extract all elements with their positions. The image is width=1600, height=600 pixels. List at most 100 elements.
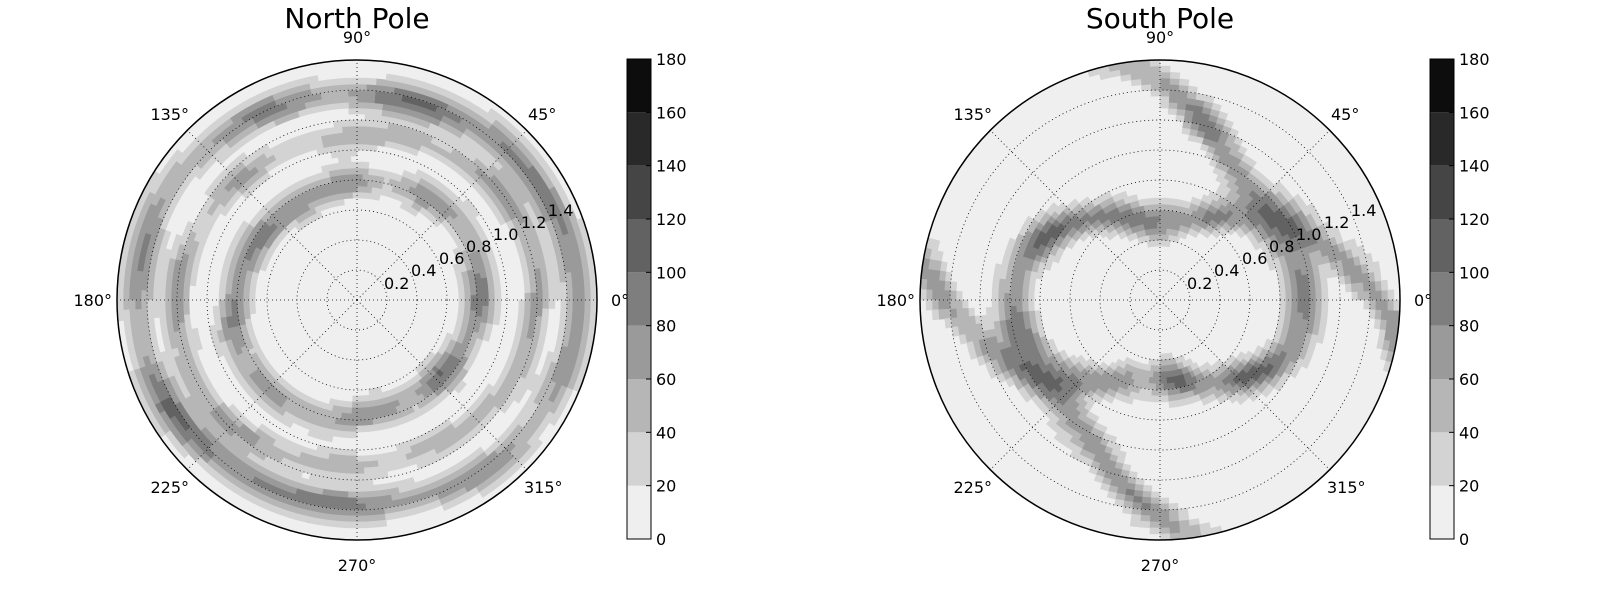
contour-cell — [517, 313, 525, 323]
contour-cell — [337, 77, 348, 86]
contour-cell — [140, 280, 149, 292]
colorbar-tick-label: 80 — [656, 317, 676, 336]
contour-cell — [365, 101, 375, 110]
contour-cell — [949, 299, 957, 310]
contour-cell — [128, 289, 136, 301]
contour-cell — [134, 309, 143, 320]
contour-cell — [1146, 394, 1152, 402]
contour-cell — [356, 491, 366, 499]
contour-cell — [1021, 299, 1029, 307]
contour-cell — [344, 155, 352, 163]
contour-cell — [1009, 293, 1017, 301]
contour-cell — [542, 291, 550, 301]
contour-cell — [1278, 310, 1286, 317]
radial-gridline — [266, 209, 448, 391]
contour-cell — [219, 281, 227, 289]
contour-cell — [341, 467, 351, 475]
contour-cell — [590, 289, 597, 301]
contour-cell — [980, 314, 988, 324]
contour-cell — [356, 521, 368, 529]
contour-cell — [494, 293, 502, 301]
colorbar-tick-label: 180 — [1459, 50, 1490, 69]
contour-cell — [363, 461, 372, 469]
contour-cell — [993, 270, 1001, 280]
contour-cell — [356, 473, 366, 481]
contour-cell — [1297, 305, 1305, 313]
contour-cell — [176, 299, 184, 309]
contour-cell — [530, 291, 538, 301]
contour-cell — [349, 131, 358, 139]
contour-cell — [134, 289, 142, 301]
contour-cell — [364, 113, 374, 122]
contour-cell — [347, 191, 353, 199]
contour-cell — [1315, 285, 1323, 294]
contour-cell — [464, 299, 472, 306]
contour-cell — [1315, 292, 1323, 301]
contour-cell — [572, 299, 580, 311]
contour-cell — [351, 179, 358, 187]
contour-cell — [1387, 299, 1395, 311]
contour-cell — [224, 299, 232, 307]
colorbar-tick-label: 40 — [1459, 423, 1479, 442]
contour-cell — [356, 395, 362, 403]
colorbar-segment — [1430, 485, 1454, 539]
contour-cell — [349, 143, 358, 151]
colorbar-segment — [627, 432, 651, 486]
contour-cell — [524, 299, 532, 308]
radial-tick-label: 1.4 — [1351, 201, 1376, 220]
colorbar-segment — [627, 112, 651, 166]
contour-cell — [571, 309, 580, 320]
contour-cell — [1291, 287, 1299, 295]
colorbar-segment — [1430, 165, 1454, 219]
contour-cell — [571, 280, 580, 291]
contour-cell — [371, 466, 381, 474]
colorbar-segment — [1430, 325, 1454, 379]
contour-cell — [469, 309, 477, 317]
contour-cell — [967, 307, 976, 318]
contour-cell — [384, 512, 396, 521]
contour-cell — [356, 95, 367, 103]
contour-cell — [943, 280, 952, 292]
contour-cell — [338, 162, 346, 170]
contour-cell — [1168, 95, 1179, 104]
colorbar-segment — [627, 165, 651, 219]
angle-ticks: 0° 45° 90° 135° 180° 225° 270° 315° — [73, 28, 629, 575]
angle-tick-label: 225° — [150, 478, 189, 497]
contour-cell — [1375, 299, 1383, 311]
contour-cell — [414, 169, 424, 178]
radial-gridline — [146, 89, 568, 511]
contour-cell — [146, 290, 154, 301]
radial-tick-label: 1.0 — [493, 225, 518, 244]
angle-gridline — [187, 130, 358, 301]
radial-tick-label: 0.8 — [1269, 237, 1294, 256]
contour-cell — [363, 125, 373, 133]
contour-cell — [362, 161, 370, 169]
contour-cell — [1356, 281, 1365, 292]
radial-tick-label: 0.4 — [1214, 261, 1239, 280]
contour-cell — [218, 287, 226, 295]
contour-cell — [219, 275, 228, 284]
contour-cell — [347, 401, 353, 409]
contour-cell — [1362, 281, 1371, 292]
contour-cell — [1159, 209, 1165, 217]
contour-cell — [487, 107, 500, 120]
contour-cell — [961, 308, 970, 318]
contour-cell — [351, 401, 358, 409]
contour-cell — [1297, 293, 1305, 301]
contour-cell — [1149, 527, 1161, 535]
contour-cell — [365, 490, 375, 499]
polar-frame — [919, 59, 1401, 541]
contour-cell — [553, 281, 562, 292]
contour-cell — [1350, 282, 1359, 292]
contour-cell — [351, 191, 358, 199]
contour-cell — [344, 161, 352, 169]
colorbar-tick-label: 0 — [656, 530, 666, 549]
contour-cell — [1169, 77, 1180, 86]
contour-cell — [560, 290, 568, 301]
contour-cell — [349, 137, 358, 145]
colorbar-tick-label: 40 — [656, 423, 676, 442]
contour-cell — [349, 467, 358, 475]
contour-cell — [146, 308, 155, 319]
contour-cell — [236, 299, 244, 306]
contour-cell — [338, 502, 349, 511]
